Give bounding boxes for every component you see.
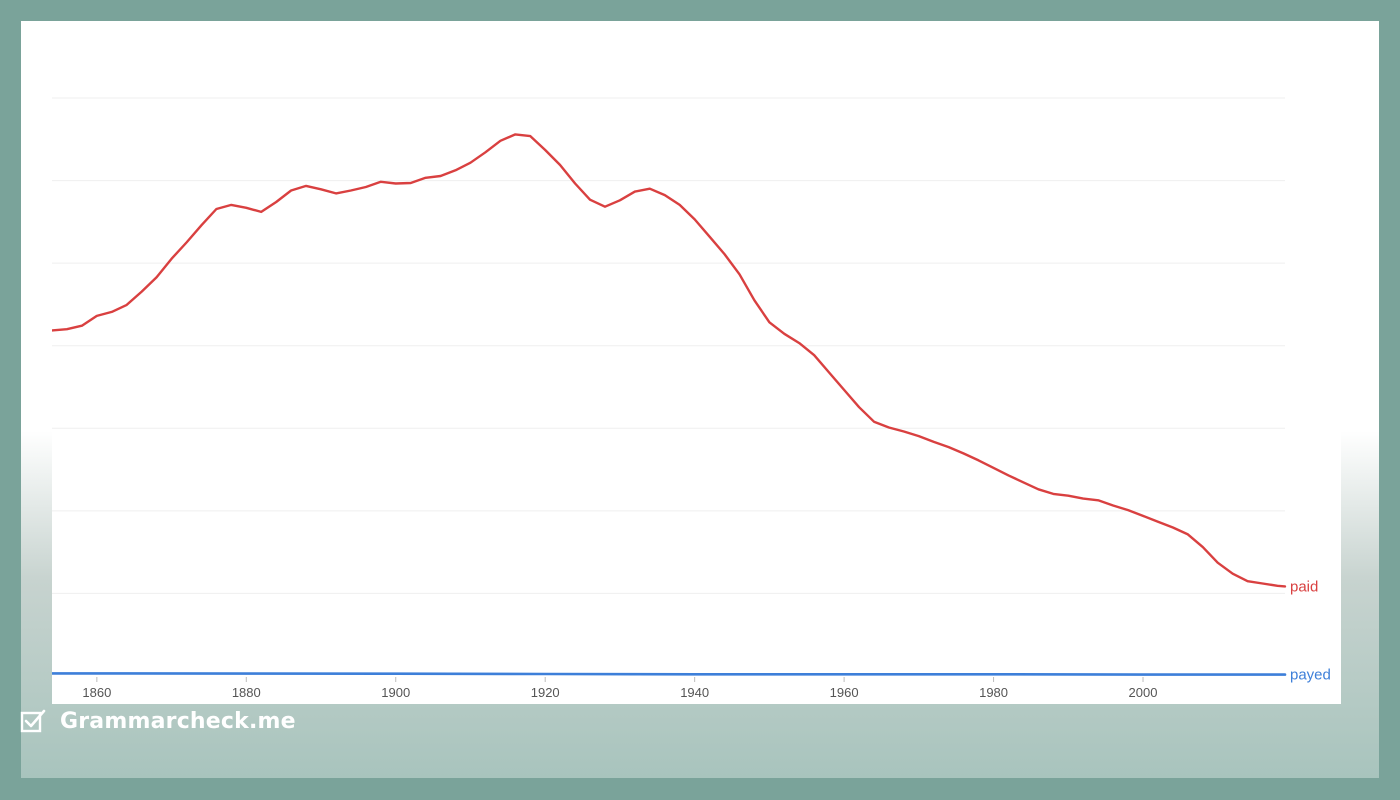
series-lines <box>52 133 1287 676</box>
image-frame: paid payed 1860 1880 1900 1920 1940 1960 1980 20… <box>21 21 1379 778</box>
chart-panel: paid payed 1860 1880 1900 1920 1940 1960 1980 20… <box>52 21 1341 704</box>
x-tick-label: 1980 <box>979 685 1008 700</box>
x-tick-label: 1940 <box>680 685 709 700</box>
series-label-payed: payed <box>1290 667 1331 684</box>
brand-name: Grammarcheck.me <box>60 708 296 734</box>
gridlines <box>52 97 1285 594</box>
x-tick-label: 1860 <box>82 685 111 700</box>
brand-watermark: Grammarcheck.me <box>20 704 296 738</box>
x-tick-label: 1920 <box>531 685 560 700</box>
x-axis-ticks: 1860 1880 1900 1920 1940 1960 1980 2000 <box>82 677 1157 700</box>
series-line-paid <box>52 133 1287 588</box>
ngram-line-chart: paid payed 1860 1880 1900 1920 1940 1960 1980 20… <box>52 97 1331 700</box>
series-label-paid: paid <box>1290 578 1318 595</box>
x-tick-label: 2000 <box>1129 685 1158 700</box>
series-line-payed <box>52 672 1287 676</box>
checkbox-check-icon <box>20 709 46 733</box>
x-tick-label: 1960 <box>830 685 859 700</box>
x-tick-label: 1880 <box>232 685 261 700</box>
x-tick-label: 1900 <box>381 685 410 700</box>
series-labels: paid payed <box>1290 578 1331 683</box>
